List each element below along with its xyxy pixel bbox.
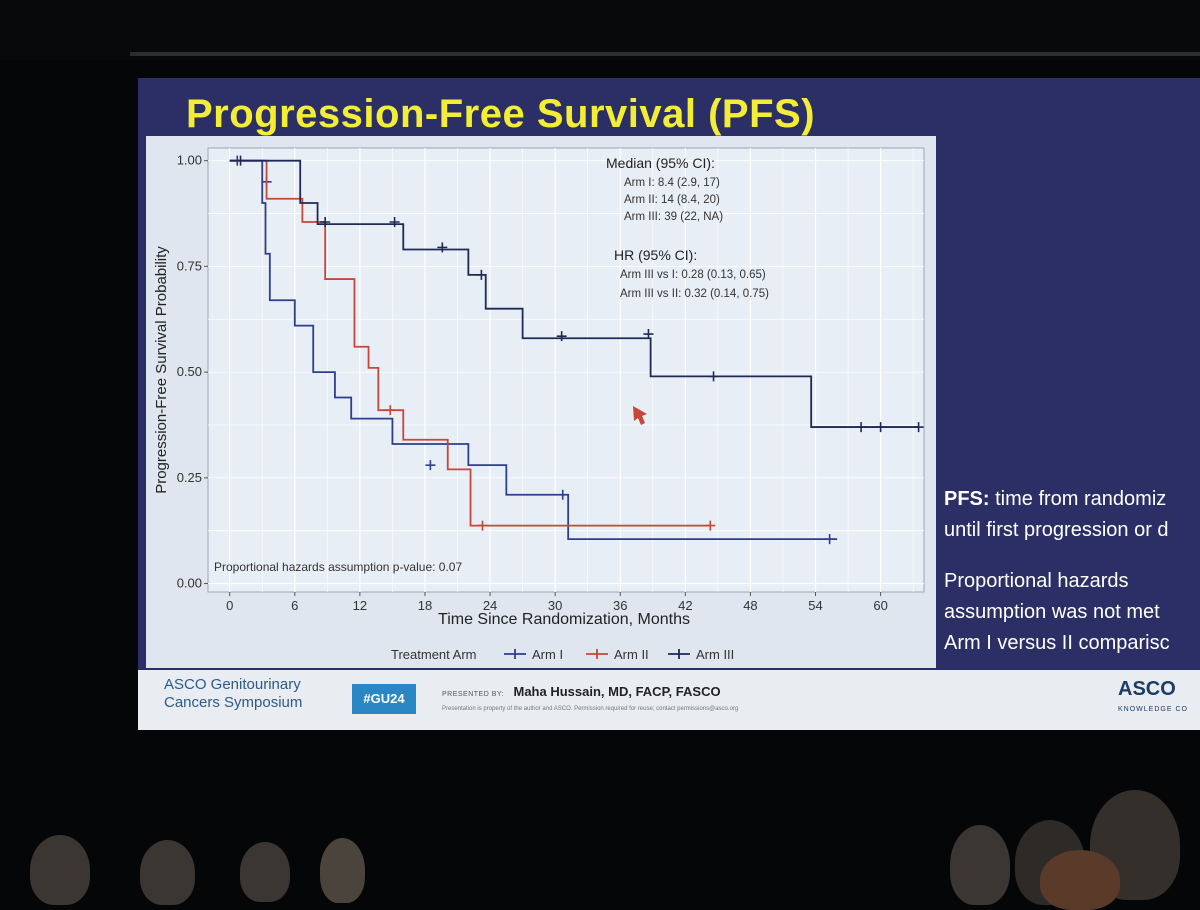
side-text-line-4: assumption was not met <box>944 601 1160 623</box>
median-arm-i: Arm I: 8.4 (2.9, 17) <box>624 177 720 189</box>
audience-head <box>320 838 365 903</box>
median-arm-ii: Arm II: 14 (8.4, 20) <box>624 194 720 206</box>
survival-curve-arm-i <box>229 159 838 541</box>
censor-mark <box>476 269 487 280</box>
hr-title: HR (95% CI): <box>614 247 697 263</box>
x-tick-label: 48 <box>743 598 757 613</box>
side-text-content: time from randomiz <box>989 488 1167 510</box>
x-tick-label: 30 <box>548 598 562 613</box>
censor-mark <box>320 217 331 227</box>
asco-right-logo: ASCO <box>1118 678 1176 700</box>
asco-right-subtitle: KNOWLEDGE CO <box>1118 706 1188 713</box>
symposium-logo-text: ASCO Genitourinary Cancers Symposium <box>164 676 302 712</box>
y-tick-label: 0.50 <box>177 364 202 379</box>
y-tick-label: 0.75 <box>177 258 202 273</box>
presenter-line: PRESENTED BY: Maha Hussain, MD, FACP, FA… <box>442 684 721 699</box>
median-arm-iii: Arm III: 39 (22, NA) <box>624 211 723 223</box>
ph-assumption-note: Proportional hazards assumption p-value:… <box>214 560 462 574</box>
org-line-1: ASCO Genitourinary <box>164 676 301 693</box>
legend: Treatment Arm Arm I Arm II Arm III <box>391 647 734 662</box>
x-axis-title: Time Since Randomization, Months <box>438 611 690 628</box>
side-text-line-2: until first progression or d <box>944 519 1169 541</box>
hashtag-badge: #GU24 <box>352 684 416 714</box>
censor-mark <box>913 422 924 433</box>
x-tick-label: 0 <box>226 598 233 613</box>
footer-footnote: Presentation is property of the author a… <box>442 706 739 712</box>
legend-swatch <box>504 649 526 659</box>
censor-mark <box>557 489 568 500</box>
censor-mark <box>425 460 436 471</box>
stage-background <box>0 0 1200 60</box>
censor-mark <box>705 520 716 531</box>
presenter-name: Maha Hussain, MD, FACP, FASCO <box>513 684 721 699</box>
censor-mark <box>389 217 400 227</box>
legend-swatch <box>586 649 608 659</box>
side-text-line-5: Arm I versus II comparisc <box>944 632 1170 654</box>
x-tick-label: 12 <box>353 598 367 613</box>
presentation-slide: Progression-Free Survival (PFS) 0 6 12 18 24… <box>138 78 1200 730</box>
km-chart: 0 6 12 18 24 30 36 42 48 54 60 0.00 0.25 0.50 0.75 1.00… <box>153 147 925 662</box>
x-tick-label: 60 <box>873 598 887 613</box>
org-line-2: Cancers Symposium <box>164 694 303 711</box>
censor-mark <box>643 329 654 340</box>
censor-mark <box>437 242 448 253</box>
presented-by-label: PRESENTED BY: <box>442 691 505 698</box>
audience-head <box>1040 850 1120 910</box>
x-tick-label: 6 <box>291 598 298 613</box>
audience-head <box>30 835 90 905</box>
censor-mark <box>235 155 246 166</box>
censor-mark <box>556 331 567 342</box>
x-tick-label: 18 <box>418 598 432 613</box>
y-tick-label: 1.00 <box>177 153 202 168</box>
censor-mark <box>385 405 396 416</box>
slide-title: Progression-Free Survival (PFS) <box>186 92 816 136</box>
x-tick-label: 54 <box>808 598 822 613</box>
series-group <box>229 155 924 545</box>
median-title: Median (95% CI): <box>606 155 715 171</box>
y-tick-label: 0.25 <box>177 470 202 485</box>
y-axis-title: Progression-Free Survival Probability <box>153 246 170 494</box>
side-text-bold: PFS: <box>944 488 990 510</box>
side-text-line-3: Proportional hazards <box>944 570 1129 592</box>
censor-mark <box>824 534 835 545</box>
projection-screen-edge <box>130 52 1200 56</box>
legend-label: Arm III <box>696 647 734 662</box>
legend-title: Treatment Arm <box>391 647 476 662</box>
censor-mark <box>477 520 488 531</box>
audience-head <box>950 825 1010 905</box>
side-text-line-1: PFS: time from randomiz <box>944 484 1166 515</box>
audience-head <box>140 840 195 905</box>
legend-swatch <box>668 649 690 659</box>
slide-footer: ASCO Genitourinary Cancers Symposium #GU… <box>138 670 1200 730</box>
hr-arm-iii-vs-ii: Arm III vs II: 0.32 (0.14, 0.75) <box>620 288 769 300</box>
y-tick-label: 0.00 <box>177 576 202 591</box>
censor-mark <box>708 371 719 382</box>
x-tick-label: 36 <box>613 598 627 613</box>
censor-mark <box>856 422 867 433</box>
grid <box>208 148 924 592</box>
x-tick-label: 24 <box>483 598 497 613</box>
axes: 0 6 12 18 24 30 36 42 48 54 60 0.00 0.25 0.50 0.75 1.00 <box>177 153 888 613</box>
hr-arm-iii-vs-i: Arm III vs I: 0.28 (0.13, 0.65) <box>620 269 766 281</box>
survival-curve-arm-iii <box>229 159 919 428</box>
legend-label: Arm II <box>614 647 649 662</box>
audience-silhouettes <box>0 760 1200 910</box>
cursor-arrow-icon <box>633 406 647 425</box>
series-arm-iii <box>229 155 924 433</box>
censor-mark <box>875 422 886 433</box>
x-tick-label: 42 <box>678 598 692 613</box>
audience-head <box>240 842 290 902</box>
km-plot-panel: 0 6 12 18 24 30 36 42 48 54 60 0.00 0.25 0.50 0.75 1.00… <box>146 136 936 668</box>
legend-label: Arm I <box>532 647 563 662</box>
